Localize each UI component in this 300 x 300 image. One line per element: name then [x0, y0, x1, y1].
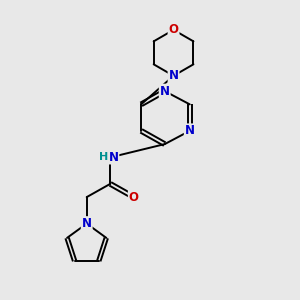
Text: N: N [160, 85, 170, 98]
Text: N: N [185, 124, 195, 137]
Text: N: N [109, 151, 119, 164]
Text: O: O [129, 190, 139, 204]
Text: N: N [82, 217, 92, 230]
Text: H: H [99, 152, 108, 162]
Text: O: O [169, 23, 178, 36]
Text: N: N [169, 69, 178, 82]
